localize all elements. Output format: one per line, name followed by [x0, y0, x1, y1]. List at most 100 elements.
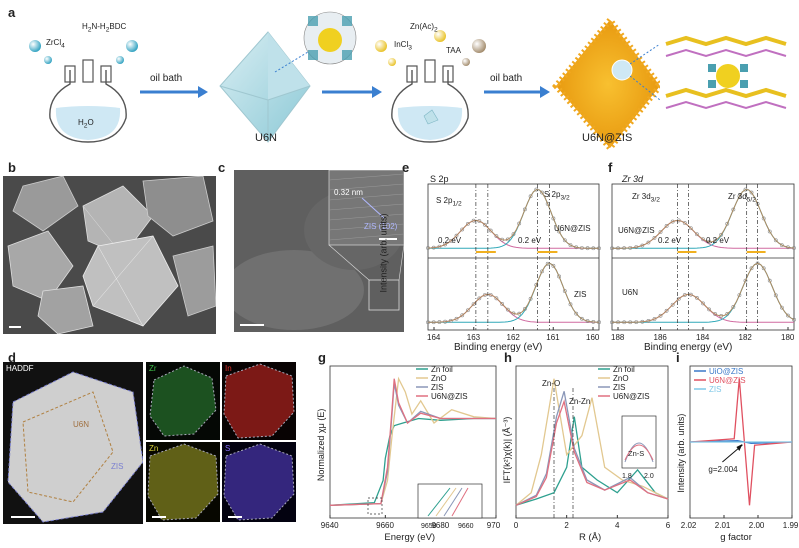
hrtem-image: 0.32 nm ZIS (102) — [234, 170, 404, 332]
annotation-zn-s: Zn-S — [628, 449, 644, 458]
data-point — [695, 295, 699, 300]
panel-label-g: g — [318, 350, 326, 365]
legend-label: UiO@ZIS — [709, 367, 743, 376]
zn-label: Zn — [149, 444, 159, 453]
xps-s-peak2: S 2p3/2 — [544, 190, 570, 202]
ball-icon — [116, 56, 124, 64]
xps-s-shift2: 0.2 eV — [518, 236, 542, 245]
data-point — [670, 302, 675, 307]
data-point — [664, 308, 669, 313]
inset-series — [443, 487, 463, 517]
x-tick-label: 6 — [666, 521, 671, 530]
data-point — [658, 313, 663, 318]
xps-s-peak1: S 2p1/2 — [436, 196, 462, 208]
zr-label: Zr — [149, 364, 157, 373]
xps-s-shift1: 0.2 eV — [438, 236, 462, 245]
data-point — [466, 308, 470, 313]
label-arrow-2: oil bath — [490, 73, 523, 84]
data-point — [477, 296, 482, 301]
fit-peak-2 — [612, 262, 795, 323]
plot-frame — [329, 365, 497, 519]
xps-zr-xlabel: Binding energy (eV) — [644, 342, 733, 353]
data-point — [568, 302, 573, 307]
xps-s-ylabel: Intensity (arb. units) — [378, 213, 389, 293]
legend-label: ZIS — [613, 383, 625, 392]
legend-label: ZIS — [709, 385, 721, 394]
data-point — [713, 312, 718, 316]
fit-envelope — [612, 262, 795, 323]
zis-layers-inset — [660, 30, 795, 120]
data-point — [737, 293, 742, 297]
panel-label-c: c — [218, 160, 226, 175]
x-axis-label: Energy (eV) — [384, 532, 435, 543]
x-tick-label: 9700 — [487, 521, 500, 530]
x-tick-label: 2.01 — [715, 521, 731, 530]
data-point — [522, 307, 527, 311]
ball-icon — [375, 40, 387, 52]
label-znac: Zn(Ac)2 — [410, 22, 438, 34]
series-u6n-zis — [329, 378, 496, 506]
x-tick-label: 184 — [696, 333, 710, 342]
fit-envelope — [427, 189, 599, 249]
x-tick-label: 2.02 — [681, 521, 697, 530]
x-tick-label: 163 — [467, 333, 481, 342]
data-point — [562, 289, 567, 293]
inset-series — [427, 487, 451, 517]
series-zn-foil — [329, 417, 496, 506]
panel-label-b: b — [8, 160, 16, 175]
x-tick-label: 162 — [507, 333, 521, 342]
series-zno — [515, 378, 669, 506]
xps-zr-peak1: Zr 3d3/2 — [632, 192, 660, 204]
xps-zr-shift1: 0.2 eV — [658, 236, 682, 245]
data-point — [743, 278, 748, 283]
legend-label: Zn foil — [613, 365, 635, 374]
fit-envelope — [612, 189, 795, 249]
data-point — [701, 301, 705, 306]
data-point — [488, 228, 493, 233]
data-point — [731, 207, 736, 212]
xps-zr-sample-top: U6N@ZIS — [618, 226, 655, 235]
data-point — [749, 190, 754, 195]
inset-series — [435, 487, 457, 517]
data-point — [658, 230, 663, 234]
xps-s-sample-bottom: ZIS — [574, 290, 587, 299]
u6n-zis-particle — [552, 15, 664, 150]
data-point — [695, 232, 699, 237]
data-point — [719, 232, 724, 237]
data-point — [779, 243, 784, 248]
xps-s-xlabel: Binding energy (eV) — [454, 342, 543, 353]
data-point — [792, 317, 796, 322]
data-point — [454, 233, 459, 238]
panel-a: a — [0, 0, 799, 150]
data-point — [522, 207, 527, 212]
y-axis-label: Intensity (arb. units) — [676, 414, 686, 493]
data-point — [779, 305, 784, 310]
inset-series — [624, 444, 654, 461]
data-point — [466, 221, 470, 226]
data-point — [713, 238, 718, 243]
x-tick-label: 2 — [564, 521, 569, 530]
mof-pore-inset — [274, 11, 357, 73]
data-point — [688, 226, 693, 231]
data-point — [664, 224, 669, 228]
hrtem-inset — [328, 170, 404, 246]
xps-zr-chart: 188 186 184 182 180 Zr 3d Zr 3d3/2 Zr 3d5/2 … — [604, 170, 799, 360]
haadf-image: HADDF U6N ZIS — [3, 362, 143, 524]
annotation-g-factor: g=2.004 — [708, 465, 738, 474]
inset-series — [451, 487, 469, 517]
data-point — [460, 227, 465, 232]
x-tick-label: 164 — [427, 333, 441, 342]
data-point — [773, 238, 778, 243]
x-tick-label: 0 — [514, 521, 519, 530]
data-point — [443, 242, 448, 247]
haadf-label: HADDF — [6, 364, 34, 373]
legend-label: ZnO — [613, 374, 629, 383]
legend-label: ZIS — [431, 383, 443, 392]
xanes-chart: 9640 9660 9680 9700 Energy (eV) Normalized χμ… — [300, 358, 505, 543]
data-point — [749, 266, 754, 271]
x-tick-label: 4 — [615, 521, 620, 530]
y-axis-label: IFT(k²)χ(k)| (Å⁻³) — [502, 417, 512, 484]
fit-envelope — [428, 263, 600, 323]
inset-box — [417, 483, 483, 519]
sem-image — [3, 176, 216, 334]
